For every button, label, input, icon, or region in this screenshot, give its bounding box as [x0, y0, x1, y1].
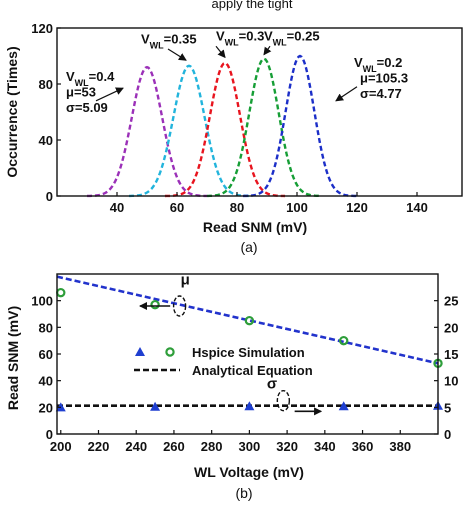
chart-b-point-mu [338, 335, 349, 346]
chart-b-xtick-label: 200 [50, 439, 72, 454]
chart-b-xtick-label: 220 [88, 439, 110, 454]
chart-a-y-ticks: 0 40 80 120 [31, 21, 61, 204]
chart-b-xtick-label: 300 [239, 439, 261, 454]
chart-a-ylabel: Occurrence (Times) [4, 46, 20, 177]
chart-a-curve-4 [243, 54, 357, 198]
chart-b-point-sigma [244, 401, 255, 411]
chart-b-point-sigma [338, 401, 349, 411]
chart-a-ytick-label: 40 [39, 133, 53, 148]
chart-a-curve-3 [207, 57, 321, 198]
chart-b-legend-label-1: Analytical Equation [192, 363, 313, 378]
chart-b-xtick-label: 260 [163, 439, 185, 454]
chart-b-xtick-label: 240 [125, 439, 147, 454]
chart-b-y2tick-label: 5 [444, 400, 451, 415]
chart-a-annotation-1: VWL=0.3 [216, 29, 264, 48]
chart-a-annotation-8: σ=4.77 [360, 86, 402, 101]
chart-b-ytick-label: 20 [39, 400, 53, 415]
chart-b-ytick-label: 60 [39, 347, 53, 362]
chart-a-curve-0 [87, 65, 207, 198]
chart-b-annotation-oval-1 [276, 389, 291, 412]
chart-b-annotations: μσ [138, 272, 323, 416]
chart-b-ytick-label: 80 [39, 320, 53, 335]
chart-a-annotation-arrow-2 [263, 45, 272, 56]
chart-b-xlabel: WL Voltage (mV) [194, 464, 304, 480]
chart-a-ytick-label: 0 [46, 189, 53, 204]
chart-a-annotation-arrow-5 [95, 87, 124, 102]
chart-b-y2tick-label: 10 [444, 374, 458, 389]
chart-a-annotation-4: μ=53 [66, 85, 96, 100]
chart-b-xtick-label: 360 [352, 439, 374, 454]
chart-b-caption: (b) [235, 485, 252, 501]
chart-a-ytick-label: 120 [31, 21, 53, 36]
chart-a-xtick-label: 120 [346, 200, 368, 215]
chart-b-point-mu [150, 299, 160, 310]
chart-a-annotation-6: VWL=0.2 [354, 55, 402, 74]
chart-a-xtick-label: 80 [230, 200, 244, 215]
chart-b-point-mu [244, 315, 255, 326]
chart-b-legend-label-0: Hspice Simulation [192, 345, 305, 360]
chart-a-annotation-arrow-0 [167, 48, 187, 61]
chart-b-y2tick-label: 15 [444, 347, 458, 362]
chart-b-y2tick-label: 0 [444, 427, 451, 442]
chart-b-xtick-label: 380 [389, 439, 411, 454]
chart-b-ytick-label: 40 [39, 374, 53, 389]
chart-a-x-ticks: 40 60 80 100 120 140 [110, 192, 428, 215]
chart-a-annotation-7: μ=105.3 [360, 71, 408, 86]
chart-b-y2tick-label: 25 [444, 294, 458, 309]
chart-b-annotation-0: μ [181, 272, 190, 289]
chart-b-legend-circle [165, 347, 175, 357]
chart-a-curves [87, 54, 357, 198]
chart-b-annotation-1: σ [267, 376, 277, 393]
chart-b-ytick-label: 100 [31, 294, 53, 309]
chart-b-y2tick-label: 20 [444, 320, 458, 335]
chart-b-legend-triangle [135, 347, 145, 356]
chart-b-xtick-label: 280 [201, 439, 223, 454]
chart-a-xtick-label: 100 [286, 200, 308, 215]
chart-b-fit-line-mu_fit [56, 275, 439, 365]
chart-b-xtick-label: 320 [276, 439, 298, 454]
chart-a-xtick-label: 140 [406, 200, 428, 215]
chart-a-xlabel: Read SNM (mV) [203, 219, 307, 235]
chart-b-annotation-oval-0 [172, 295, 187, 317]
chart-a-annotation-2: VWL=0.25 [264, 29, 320, 48]
chart-b-point-sigma [150, 401, 161, 411]
chart-b-point-mu [56, 287, 66, 298]
chart-a-annotation-0: VWL=0.35 [141, 31, 197, 50]
chart-a-xtick-label: 60 [170, 200, 184, 215]
chart-a-annotation-3: VWL=0.4 [66, 69, 115, 88]
chart-a-plot-area [56, 27, 463, 197]
chart-b-fit-lines [56, 275, 439, 408]
chart-b-x-ticks: 200 220 240 260 280 300 320 340 360 380 [50, 430, 411, 454]
chart-b-y2-ticks: 0 5 10 15 20 25 [434, 294, 458, 442]
chart-a-caption: (a) [240, 239, 257, 255]
chart-b-xtick-label: 340 [314, 439, 336, 454]
chart-b-y-ticks: 0 20 40 60 80 100 [31, 294, 61, 442]
chart-b: 200 220 240 260 280 300 320 340 360 380 020406080… [5, 272, 458, 501]
chart-b-ylabel: Read SNM (mV) [5, 306, 21, 410]
chart-b-legend: Hspice Simulation Analytical Equation [134, 345, 313, 378]
chart-a-xtick-label: 40 [110, 200, 124, 215]
chart-b-ytick-label: 0 [46, 427, 53, 442]
chart-a-curve-2 [164, 61, 286, 198]
top-caption-fragment: apply the tight [212, 0, 293, 11]
chart-a-curve-1 [129, 64, 249, 198]
chart-a-annotation-5: σ=5.09 [66, 100, 108, 115]
chart-a-annotations: VWL=0.35 VWL=0.3 VWL=0.25 VWL=0.4μ=53σ=5.09… [66, 29, 408, 115]
chart-a-ytick-label: 80 [39, 77, 53, 92]
chart-a-annotation-arrow-8 [335, 86, 358, 102]
chart-a-annotation-arrow-1 [215, 45, 226, 59]
